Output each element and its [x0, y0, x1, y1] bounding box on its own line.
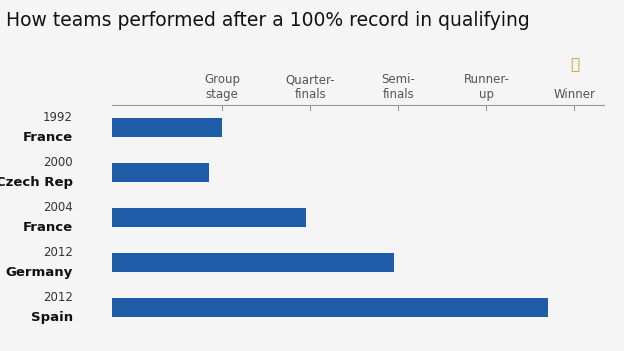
Text: 2000: 2000 — [43, 156, 73, 169]
Text: Group
stage: Group stage — [204, 73, 240, 101]
Text: 1992: 1992 — [43, 111, 73, 124]
Text: Semi-
finals: Semi- finals — [381, 73, 416, 101]
Text: Winner: Winner — [553, 88, 595, 101]
Text: Germany: Germany — [6, 266, 73, 279]
Text: 🏆: 🏆 — [570, 57, 579, 72]
Text: Czech Rep: Czech Rep — [0, 176, 73, 189]
Text: How teams performed after a 100% record in qualifying: How teams performed after a 100% record … — [6, 11, 530, 29]
Bar — [112, 298, 548, 317]
Text: France: France — [22, 131, 73, 144]
Bar — [112, 253, 394, 272]
Text: Spain: Spain — [31, 311, 73, 324]
Text: 2012: 2012 — [43, 246, 73, 259]
Text: 2004: 2004 — [43, 201, 73, 214]
Bar — [112, 118, 222, 137]
Bar — [112, 163, 209, 182]
Text: Quarter-
finals: Quarter- finals — [286, 73, 335, 101]
Text: 2012: 2012 — [43, 291, 73, 304]
Text: Runner-
up: Runner- up — [464, 73, 509, 101]
Bar — [112, 208, 306, 227]
Text: France: France — [22, 221, 73, 234]
